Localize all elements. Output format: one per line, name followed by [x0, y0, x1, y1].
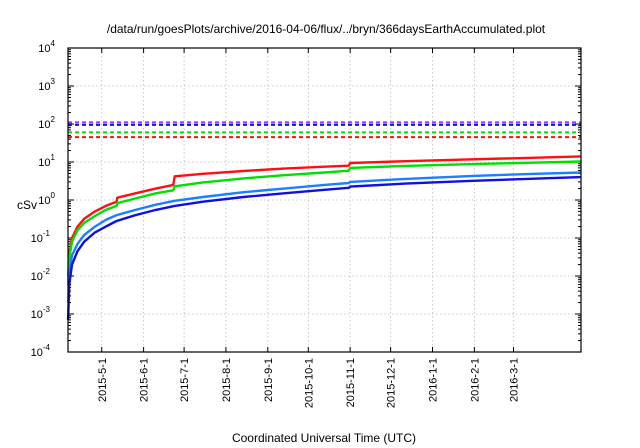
y-tick-exponent: -4: [43, 343, 51, 352]
y-tick-exponent: -1: [43, 229, 51, 238]
y-tick-exponent: 4: [51, 39, 56, 48]
x-tick-label: 2015-8-1: [221, 358, 233, 402]
y-tick-exponent: 3: [51, 77, 56, 86]
threshold-lines: [68, 121, 581, 139]
y-tick-label: 10-1: [31, 229, 51, 245]
y-tick-label: 103: [38, 77, 55, 93]
chart-title: /data/run/goesPlots/archive/2016-04-06/f…: [107, 22, 546, 36]
plot-frame: [67, 47, 582, 353]
series-line: [67, 171, 582, 303]
x-tick-label: 2016-3-1: [509, 358, 521, 402]
y-tick-exponent: -2: [43, 267, 51, 276]
series-line: [66, 175, 582, 320]
series-line: [67, 160, 582, 285]
y-tick-exponent: 2: [51, 115, 56, 124]
x-tick-label: 2015-9-1: [263, 358, 275, 402]
x-tick-label: 2015-6-1: [139, 358, 151, 402]
y-tick-label: 102: [38, 115, 55, 131]
x-tick-label: 2015-12-1: [386, 358, 398, 408]
x-tick-label: 2015-11-1: [345, 358, 357, 407]
y-tick-label: 100: [38, 191, 55, 207]
y-tick-exponent: 0: [51, 191, 56, 200]
y-tick-label: 104: [38, 39, 55, 55]
ticks: 2015-5-1 2015-6-1 2015-7-1 2015-8-1 2015-9-1…: [31, 39, 581, 408]
x-tick-label: 2015-5-1: [97, 358, 109, 402]
x-tick-label: 2015-10-1: [303, 358, 315, 408]
x-axis-label: Coordinated Universal Time (UTC): [232, 431, 416, 445]
y-tick-label: 10-4: [31, 343, 51, 359]
series-lines: [66, 155, 582, 320]
x-tick-label: 2015-7-1: [179, 358, 191, 402]
y-tick-label: 10-2: [31, 267, 51, 283]
y-tick-label: 10-3: [31, 305, 51, 321]
y-tick-label: 101: [38, 153, 55, 169]
series-line: [67, 155, 582, 277]
y-tick-exponent: -3: [43, 305, 51, 314]
x-tick-label: 2016-1-1: [428, 358, 440, 402]
y-tick-exponent: 1: [51, 153, 56, 162]
grid: [68, 48, 581, 352]
y-axis-label: cSv: [17, 198, 37, 212]
x-tick-label: 2016-2-1: [469, 358, 481, 402]
